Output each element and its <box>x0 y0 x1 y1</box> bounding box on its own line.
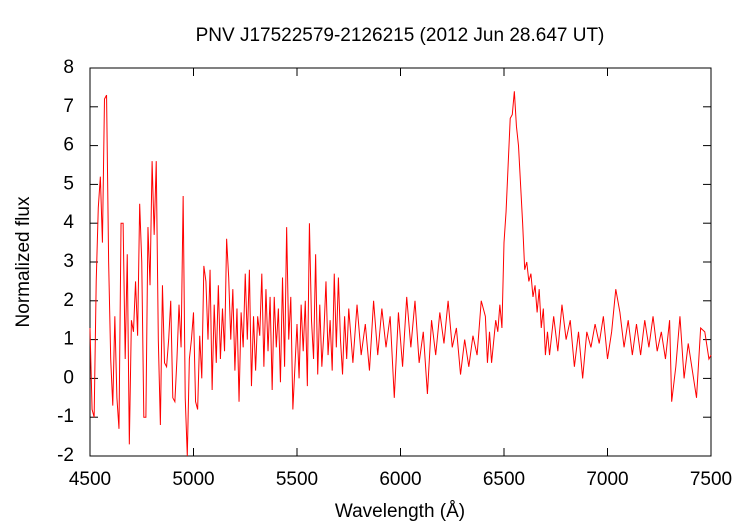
x-tick-label: 6000 <box>379 469 421 490</box>
y-tick-label: 7 <box>63 96 74 117</box>
x-tick-label: 5500 <box>276 469 318 490</box>
y-tick-label: 2 <box>63 290 74 311</box>
x-tick-label: 7500 <box>690 469 732 490</box>
y-tick-label: 0 <box>63 367 74 388</box>
plot-frame <box>89 67 712 457</box>
x-tick-label: 7000 <box>586 469 628 490</box>
y-tick-label: 6 <box>63 135 74 156</box>
chart-title: PNV J17522579-2126215 (2012 Jun 28.647 U… <box>196 25 605 46</box>
y-tick-label: 1 <box>63 329 74 350</box>
x-tick-label: 5000 <box>172 469 214 490</box>
y-tick-label: 5 <box>63 173 74 194</box>
x-tick-label: 4500 <box>69 469 111 490</box>
y-axis-label: Normalized flux <box>13 196 34 327</box>
y-tick-label: 4 <box>63 212 74 233</box>
y-tick-label: -1 <box>57 406 74 427</box>
x-tick-label: 6500 <box>483 469 525 490</box>
x-axis-label: Wavelength (Å) <box>335 501 465 522</box>
spectrum-line <box>89 91 712 457</box>
y-tick-label: 8 <box>63 57 74 78</box>
y-tick-label: -2 <box>57 445 74 466</box>
y-tick-label: 3 <box>63 251 74 272</box>
